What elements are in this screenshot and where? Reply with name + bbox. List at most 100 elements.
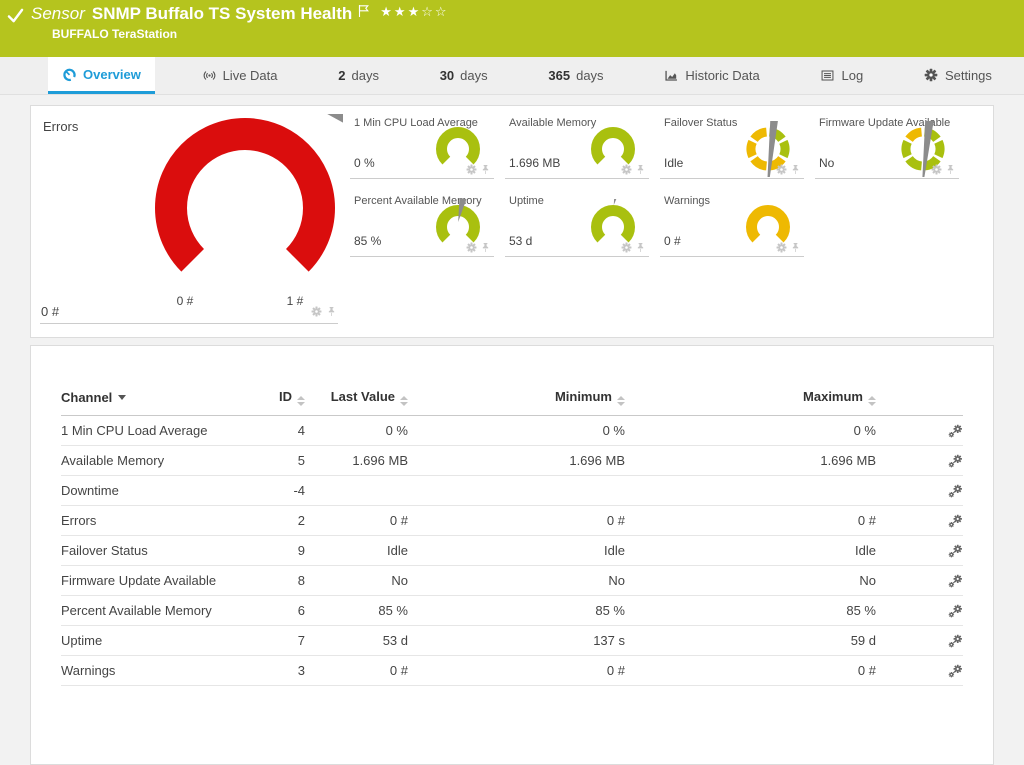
gauge-value: 0 #	[664, 234, 681, 248]
table-row-warnings: Warnings 3 0 #0 #0 #	[61, 655, 963, 686]
pin-icon[interactable]	[945, 164, 956, 175]
tab-settings[interactable]: Settings	[910, 57, 1006, 94]
column-header-maximum[interactable]: Maximum	[625, 384, 876, 416]
edit-channel-icon[interactable]	[948, 604, 963, 619]
column-header-channel[interactable]: Channel	[61, 384, 231, 416]
gauge-actions	[621, 164, 646, 175]
gauge-value: Idle	[664, 156, 684, 170]
edit-channel-icon[interactable]	[948, 424, 963, 439]
tab-365-days[interactable]: 365 days	[534, 57, 617, 94]
tab-number: 2	[338, 68, 346, 83]
gauges-panel: Errors 0 # 1 # 0 # 1 Min CPU Load Averag…	[30, 0, 994, 338]
sensor-header: Sensor SNMP Buffalo TS System Health ★★★…	[0, 0, 1024, 57]
gear-icon[interactable]	[466, 242, 477, 253]
gauge-actions	[311, 306, 337, 317]
tab-historic-data[interactable]: Historic Data	[650, 57, 773, 94]
column-header-last-value[interactable]: Last Value	[305, 384, 408, 416]
gauge-widget-available-memory: Available Memory 1.696 MB	[502, 106, 657, 184]
gauge-title: Errors	[43, 119, 79, 134]
edit-channel-icon[interactable]	[948, 544, 963, 559]
tab-label: days	[576, 68, 604, 83]
pin-icon[interactable]	[635, 164, 646, 175]
value-cell: 1.696 MB	[408, 445, 625, 476]
gauge-widget-uptime: Uptime 53 d	[502, 184, 657, 262]
value-cell: 2	[231, 505, 305, 536]
edit-channel-icon[interactable]	[948, 634, 963, 649]
gauge-widget-failover-status: Failover Status Idle	[657, 106, 812, 184]
priority-stars[interactable]: ★★★☆☆	[380, 3, 449, 19]
pin-icon[interactable]	[480, 242, 491, 253]
divider	[350, 256, 494, 257]
gear-dark-icon	[924, 68, 939, 83]
flag-icon[interactable]	[358, 4, 370, 18]
gauge-value: 1.696 MB	[509, 156, 561, 170]
gauge-grid: 1 Min CPU Load Average 0 % Available Mem…	[347, 106, 967, 337]
gear-icon[interactable]	[621, 242, 632, 253]
edit-channel-icon[interactable]	[948, 454, 963, 469]
value-cell: 0 #	[625, 655, 876, 686]
value-cell: 8	[231, 565, 305, 596]
errors-gauge	[143, 0, 470, 286]
edit-channel-cell	[876, 505, 963, 536]
column-label: Channel	[61, 390, 113, 405]
value-cell: 85 %	[625, 595, 876, 626]
gauge-value: No	[819, 156, 835, 170]
tab-log[interactable]: Log	[806, 57, 877, 94]
gear-icon[interactable]	[776, 242, 787, 253]
edit-channel-cell	[876, 625, 963, 656]
gauge-title: Percent Available Memory	[354, 195, 482, 207]
pin-icon[interactable]	[480, 164, 491, 175]
divider	[505, 256, 649, 257]
edit-channel-icon[interactable]	[948, 574, 963, 589]
value-cell: No	[408, 565, 625, 596]
sort-icon	[617, 396, 625, 406]
edit-channel-icon[interactable]	[948, 484, 963, 499]
gear-icon[interactable]	[311, 306, 322, 317]
tab-30-days[interactable]: 30 days	[426, 57, 502, 94]
value-cell: Idle	[408, 535, 625, 566]
channels-panel: Channel ID Last Value Minimum Maximum 1 Min C…	[30, 345, 994, 765]
channel-name-cell: Downtime	[61, 475, 231, 506]
gauge-actions	[621, 242, 646, 253]
divider	[815, 178, 959, 179]
value-cell: 4	[231, 415, 305, 446]
value-cell	[408, 475, 625, 506]
value-cell	[305, 475, 408, 506]
table-row-available-memory: Available Memory 5 1.696 MB 1.696 MB 1.696 M…	[61, 445, 963, 476]
value-cell: 7	[231, 625, 305, 656]
divider	[350, 178, 494, 179]
gear-icon[interactable]	[931, 164, 942, 175]
gauge-actions	[931, 164, 956, 175]
sort-desc-icon	[118, 395, 127, 400]
gear-icon[interactable]	[466, 164, 477, 175]
gear-icon[interactable]	[621, 164, 632, 175]
sensor-title: SNMP Buffalo TS System Health	[91, 4, 353, 23]
tab-2-days[interactable]: 2 days	[324, 57, 393, 94]
value-cell: 1.696 MB	[625, 445, 876, 476]
table-row-errors: Errors 2 0 #0 #0 #	[61, 505, 963, 536]
value-cell: 53 d	[305, 625, 408, 656]
device-name[interactable]: BUFFALO TeraStation	[52, 27, 178, 41]
gauge-scale-min: 0 #	[176, 294, 194, 308]
channel-name-cell: Failover Status	[61, 535, 231, 566]
tab-live-data[interactable]: Live Data	[188, 57, 292, 94]
pin-icon[interactable]	[790, 242, 801, 253]
gauge-widget-1-min-cpu-load-average: 1 Min CPU Load Average 0 %	[347, 106, 502, 184]
tab-number: 365	[548, 68, 571, 83]
gauge-actions	[776, 242, 801, 253]
column-label: Maximum	[803, 389, 863, 404]
sensor-kicker: Sensor	[31, 4, 85, 23]
column-header-minimum[interactable]: Minimum	[408, 384, 625, 416]
edit-channel-icon[interactable]	[948, 664, 963, 679]
tab-overview[interactable]: Overview	[48, 57, 155, 94]
pin-icon[interactable]	[326, 306, 337, 317]
tab-label: days	[460, 68, 488, 83]
edit-channel-icon[interactable]	[948, 514, 963, 529]
pin-icon[interactable]	[790, 164, 801, 175]
gauge-value: 53 d	[509, 234, 533, 248]
value-cell: No	[625, 565, 876, 596]
value-cell: 137 s	[408, 625, 625, 656]
pin-icon[interactable]	[635, 242, 646, 253]
column-header-id[interactable]: ID	[231, 384, 305, 416]
gear-icon[interactable]	[776, 164, 787, 175]
